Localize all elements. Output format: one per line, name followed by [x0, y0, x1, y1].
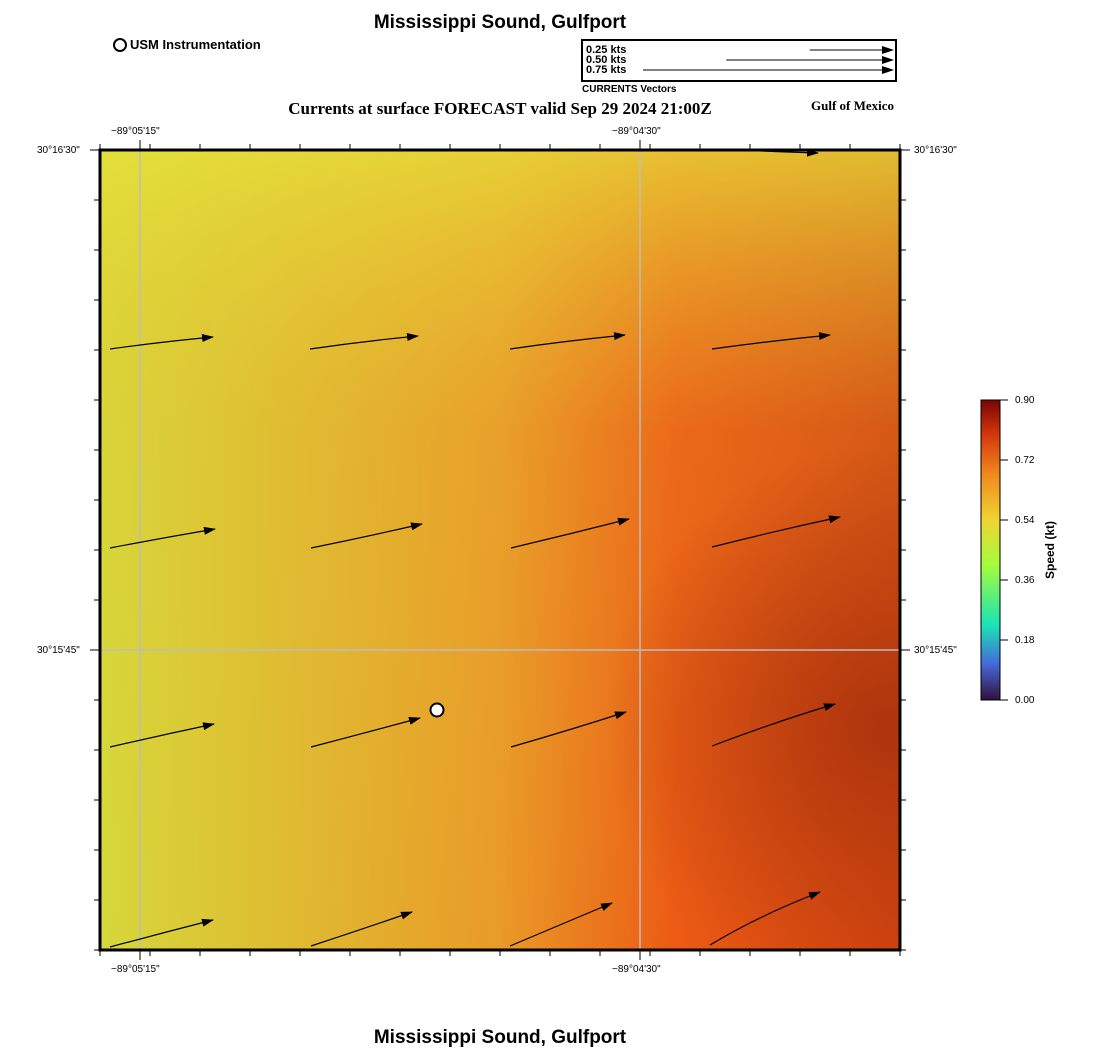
colorbar-tick-label: 0.54: [1015, 515, 1035, 526]
lat-label-right-mid: 30°15'45": [914, 645, 957, 656]
vector-legend-label-050: 0.50 kts: [586, 54, 627, 66]
colorbar-tick-label: 0.36: [1015, 575, 1035, 586]
vector-legend-caption: CURRENTS Vectors: [582, 84, 677, 95]
current-vector-arrow: [310, 911, 413, 947]
colorbar-ticks: [1000, 399, 1008, 701]
current-vector-arrow: [309, 333, 419, 350]
usm-instrument-site-icon: [429, 702, 445, 718]
current-vector-arrow: [711, 515, 841, 548]
current-vector-arrow: [510, 711, 627, 748]
colorbar: [980, 399, 1001, 701]
map-title-bottom: Mississippi Sound, Gulfport: [373, 1027, 627, 1048]
region-label: Gulf of Mexico: [811, 98, 895, 113]
colorbar-tick-label: 0.18: [1015, 635, 1035, 646]
vector-legend-label-025: 0.25 kts: [586, 44, 627, 56]
speed-field-hotspot: [100, 150, 900, 950]
current-vector-arrow: [109, 334, 214, 350]
current-vector-arrow: [510, 517, 630, 549]
current-vector-arrow: [109, 722, 215, 748]
current-vector-arrow: [109, 918, 214, 948]
lat-label-left-mid: 30°15'45": [37, 645, 80, 656]
lon-label-top-left: −89°05'15": [111, 126, 160, 137]
current-vector-arrow: [711, 332, 831, 350]
instrument-legend: USM Instrumentation: [113, 37, 261, 52]
forecast-subtitle: Currents at surface FORECAST valid Sep 2…: [288, 99, 712, 118]
instrument-circle-icon: [113, 37, 127, 52]
lon-label-bottom-left: −89°05'15": [111, 964, 160, 975]
current-vector-arrow: [509, 902, 613, 947]
lat-label-right-top: 30°16'30": [914, 145, 957, 156]
current-vector-arrow: [310, 717, 421, 748]
current-vector-arrow: [709, 891, 821, 946]
current-vectors: [109, 148, 841, 948]
colorbar-tick-label: 0.00: [1015, 695, 1035, 706]
lon-label-bottom-right: −89°04'30": [612, 964, 661, 975]
vector-legend-arrows: [643, 46, 894, 74]
current-vector-arrow: [509, 332, 626, 350]
map-title: Mississippi Sound, Gulfport: [373, 12, 627, 33]
current-vector-arrow: [310, 522, 423, 549]
colorbar-tick-label: 0.90: [1015, 395, 1035, 406]
vector-legend-label-075: 0.75 kts: [586, 64, 627, 76]
lat-label-left-top: 30°16'30": [37, 145, 80, 156]
current-vector-arrow: [109, 526, 216, 549]
lon-label-top-right: −89°04'30": [612, 126, 661, 137]
map-frame: [98, 148, 902, 952]
instrument-legend-label: USM Instrumentation: [130, 37, 261, 52]
colorbar-tick-label: 0.72: [1015, 455, 1035, 466]
current-vector-arrow: [711, 703, 836, 747]
graticule: [100, 150, 900, 950]
